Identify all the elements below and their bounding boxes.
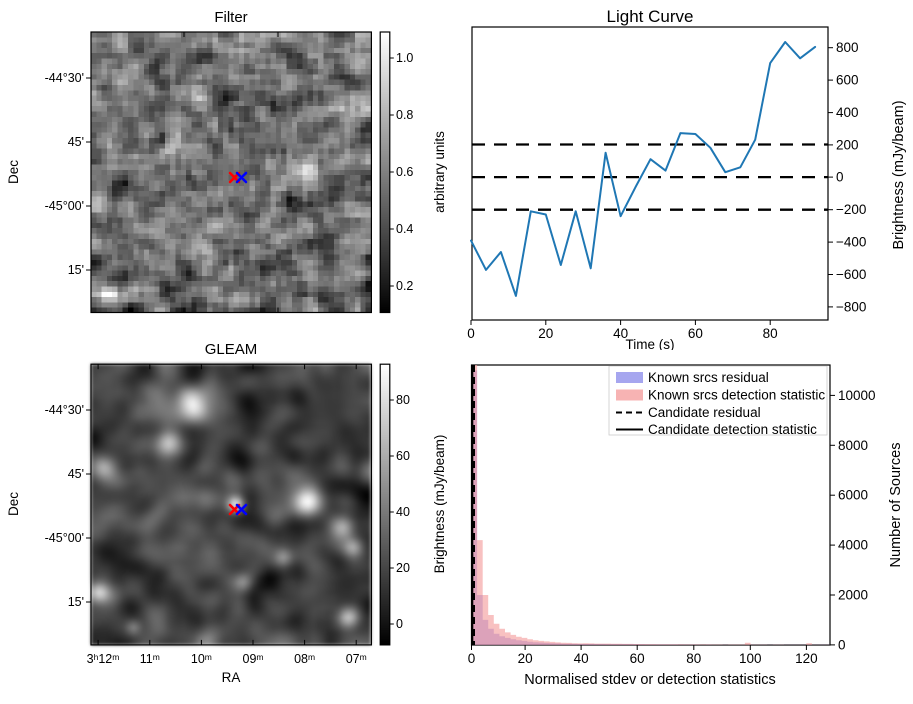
svg-text:4000: 4000 [838, 538, 868, 553]
svg-text:120: 120 [795, 651, 818, 666]
svg-text:0: 0 [838, 637, 846, 652]
svg-text:Known srcs residual: Known srcs residual [648, 370, 769, 385]
svg-text:Normalised stdev or detection: Normalised stdev or detection statistics [524, 672, 775, 688]
svg-text:Known srcs detection statistic: Known srcs detection statistic [648, 388, 825, 403]
svg-text:Candidate detection statistic: Candidate detection statistic [648, 422, 817, 437]
svg-text:60: 60 [630, 651, 645, 666]
svg-text:80: 80 [686, 651, 701, 666]
svg-text:Candidate residual: Candidate residual [648, 405, 761, 420]
svg-text:6000: 6000 [838, 488, 868, 503]
svg-text:2000: 2000 [838, 588, 868, 603]
svg-text:20: 20 [518, 651, 533, 666]
svg-text:40: 40 [574, 651, 589, 666]
svg-text:0: 0 [468, 651, 476, 666]
svg-text:10000: 10000 [838, 388, 876, 403]
svg-text:8000: 8000 [838, 438, 868, 453]
svg-text:Number of Sources: Number of Sources [888, 443, 904, 568]
svg-text:100: 100 [739, 651, 762, 666]
